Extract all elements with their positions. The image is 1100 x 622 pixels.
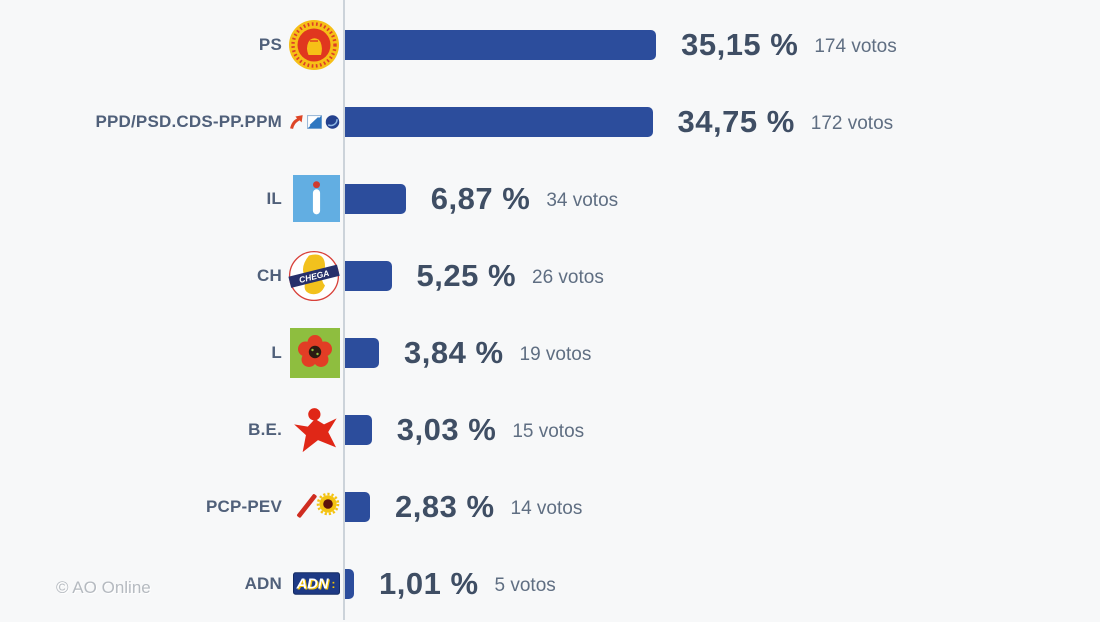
votes-value: 26 votos — [532, 267, 604, 288]
ps-emblem-icon — [284, 17, 340, 73]
result-bar — [345, 568, 354, 599]
party-label: PCP-PEV — [205, 496, 282, 516]
percent-value: 35,15 % — [681, 26, 799, 62]
bar-zone: 34,75 % 172 votos — [345, 104, 893, 140]
percent-value: 3,84 % — [404, 334, 504, 370]
result-bar — [345, 183, 406, 214]
party-label: PS — [258, 34, 282, 54]
percent-value: 34,75 % — [677, 103, 795, 139]
result-row: ADN ADN ADN: 1,01 % 5 votos — [0, 545, 1100, 622]
result-bar — [345, 29, 657, 60]
party-label: CH — [257, 265, 282, 285]
bar-zone: 2,83 % 14 votos — [345, 489, 582, 525]
svg-text:ADN: ADN — [297, 577, 330, 593]
bar-zone: 3,84 % 19 votos — [345, 335, 591, 371]
percent-value: 6,87 % — [430, 180, 531, 216]
result-row: PS 35,15 % 174 votos — [0, 6, 1100, 83]
bar-zone: 5,25 % 26 votos — [345, 258, 604, 294]
bar-zone: 6,87 % 34 votos — [345, 181, 618, 217]
svg-text::: : — [331, 577, 335, 591]
result-bar — [345, 491, 370, 522]
psd-cds-ppm-icons — [284, 94, 340, 150]
percent-value: 3,03 % — [396, 411, 497, 447]
bar-zone: 35,15 % 174 votos — [345, 27, 897, 63]
result-bar — [345, 106, 653, 137]
il-logo-icon — [284, 171, 340, 227]
result-bar — [345, 260, 392, 291]
votes-value: 5 votos — [494, 575, 556, 596]
chega-logo-icon: CHEGA — [284, 248, 340, 304]
result-bar — [345, 414, 372, 445]
votes-value: 34 votos — [546, 190, 619, 211]
bar-zone: 1,01 % 5 votos — [345, 566, 556, 602]
svg-text:ADN: ADN — [295, 576, 328, 592]
bar-zone: 3,03 % 15 votos — [345, 412, 584, 448]
votes-value: 15 votos — [512, 421, 585, 442]
votes-value: 19 votos — [519, 344, 592, 365]
percent-value: 1,01 % — [379, 565, 479, 601]
watermark-credit: © AO Online — [56, 578, 151, 597]
chart-axis-line — [343, 0, 345, 620]
party-label: L — [271, 342, 282, 362]
result-row: IL 6,87 % 34 votos — [0, 160, 1100, 237]
party-label: ADN — [244, 573, 282, 593]
adn-logo-icon: ADN ADN: — [284, 556, 340, 612]
be-star-icon — [284, 402, 340, 458]
result-row: L 3,84 % 19 votos — [0, 314, 1100, 391]
result-row: PPD/PSD.CDS-PP.PPM 34,75 % 172 votos — [0, 83, 1100, 160]
party-label: IL — [266, 188, 282, 208]
votes-value: 174 votos — [814, 36, 897, 57]
party-label: PPD/PSD.CDS-PP.PPM — [95, 111, 282, 131]
result-row: PCP-PEV 2,83 % 14 votos — [0, 468, 1100, 545]
votes-value: 14 votos — [510, 498, 583, 519]
votes-value: 172 votos — [810, 113, 894, 134]
result-row: CH CHEGA 5,25 % 26 votos — [0, 237, 1100, 314]
livre-logo-icon — [284, 325, 340, 381]
result-bar — [345, 337, 379, 368]
pcp-pev-logo-icon — [284, 479, 340, 535]
result-row: B.E. 3,03 % 15 votos — [0, 391, 1100, 468]
percent-value: 5,25 % — [416, 257, 517, 293]
party-label: B.E. — [248, 419, 282, 439]
percent-value: 2,83 % — [395, 488, 495, 524]
